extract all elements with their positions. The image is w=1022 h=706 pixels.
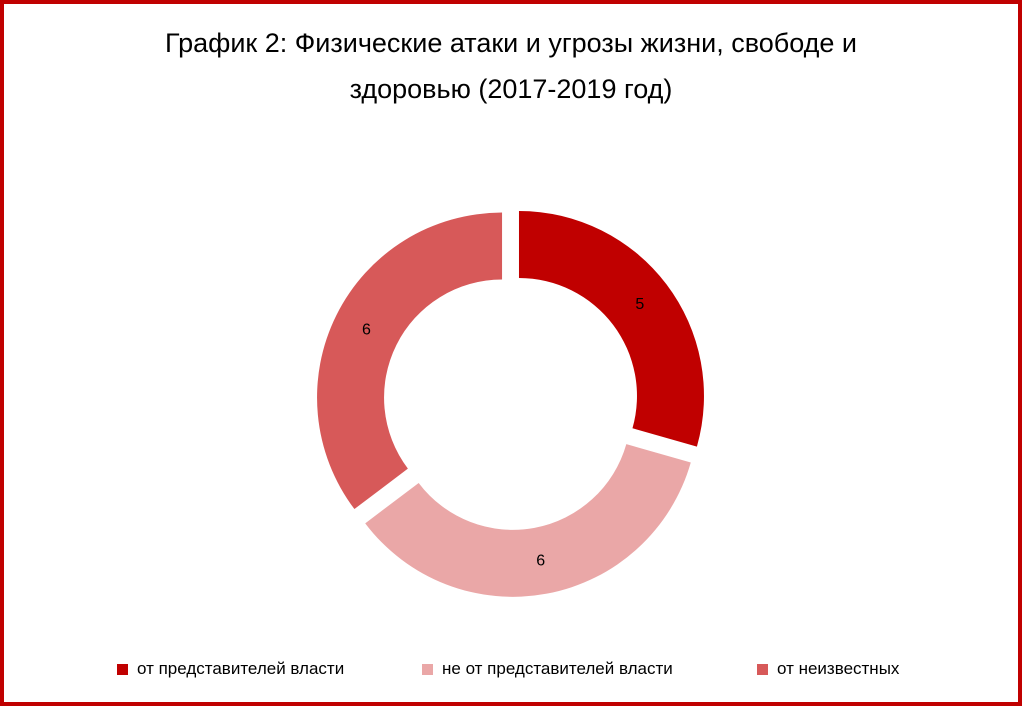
legend-swatch-unknown [757, 663, 768, 675]
chart-legend: от представителей власти не от представи… [0, 655, 1022, 683]
slice-label-government: 5 [635, 296, 644, 313]
legend-label-government: от представителей власти [137, 659, 345, 678]
legend-label-unknown: от неизвестных [777, 659, 900, 678]
chart-title: График 2: Физические атаки и угрозы жизн… [60, 20, 962, 112]
legend-swatch-government [117, 663, 128, 675]
slice-label-non-government: 6 [536, 552, 545, 569]
chart-title-line-2: здоровью (2017-2019 год) [349, 74, 673, 104]
donut-slice-government [518, 210, 704, 447]
legend-item-government: от представителей власти [117, 655, 344, 683]
legend-item-unknown: от неизвестных [757, 655, 899, 683]
legend-label-non-government: не от представителей власти [442, 659, 673, 678]
chart-title-line-1: График 2: Физические атаки и угрозы жизн… [165, 28, 857, 58]
legend-swatch-non-government [422, 663, 433, 675]
donut-slice-non-government [365, 444, 691, 597]
legend-item-non-government: не от представителей власти [422, 655, 673, 683]
slice-label-unknown: 6 [362, 322, 371, 339]
donut-slice-unknown [317, 212, 503, 510]
